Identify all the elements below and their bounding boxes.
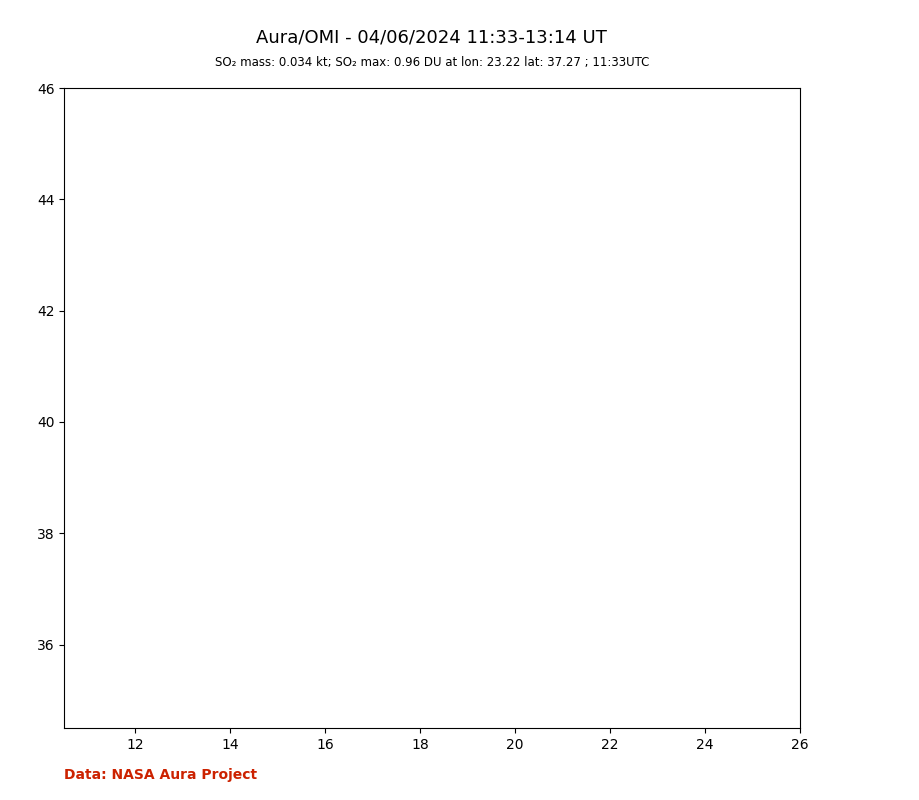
Text: Aura/OMI - 04/06/2024 11:33-13:14 UT: Aura/OMI - 04/06/2024 11:33-13:14 UT [256,28,607,46]
Text: SO₂ mass: 0.034 kt; SO₂ max: 0.96 DU at lon: 23.22 lat: 37.27 ; 11:33UTC: SO₂ mass: 0.034 kt; SO₂ max: 0.96 DU at … [215,56,649,69]
Text: Data: NASA Aura Project: Data: NASA Aura Project [64,768,257,782]
